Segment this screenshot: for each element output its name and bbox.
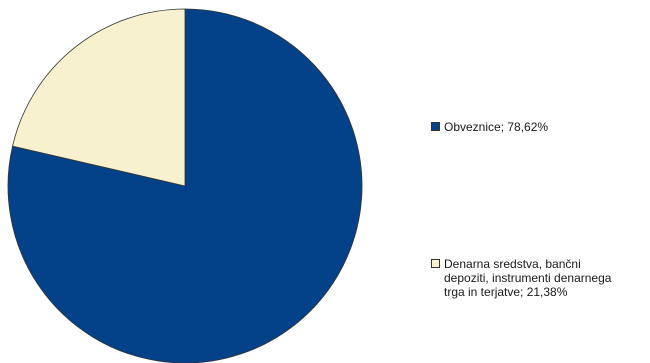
pie-slice-cash xyxy=(12,8,186,187)
legend-swatch-cash xyxy=(431,259,440,268)
legend-item-cash: Denarna sredstva, bančni depoziti, instr… xyxy=(431,257,611,299)
pie-slices xyxy=(7,8,363,363)
legend-swatch-bonds xyxy=(431,122,440,131)
legend-label-bonds: Obveznice; 78,62% xyxy=(444,120,549,134)
legend-item-bonds: Obveznice; 78,62% xyxy=(431,120,548,134)
legend-label-cash: Denarna sredstva, bančni depoziti, instr… xyxy=(444,257,612,299)
